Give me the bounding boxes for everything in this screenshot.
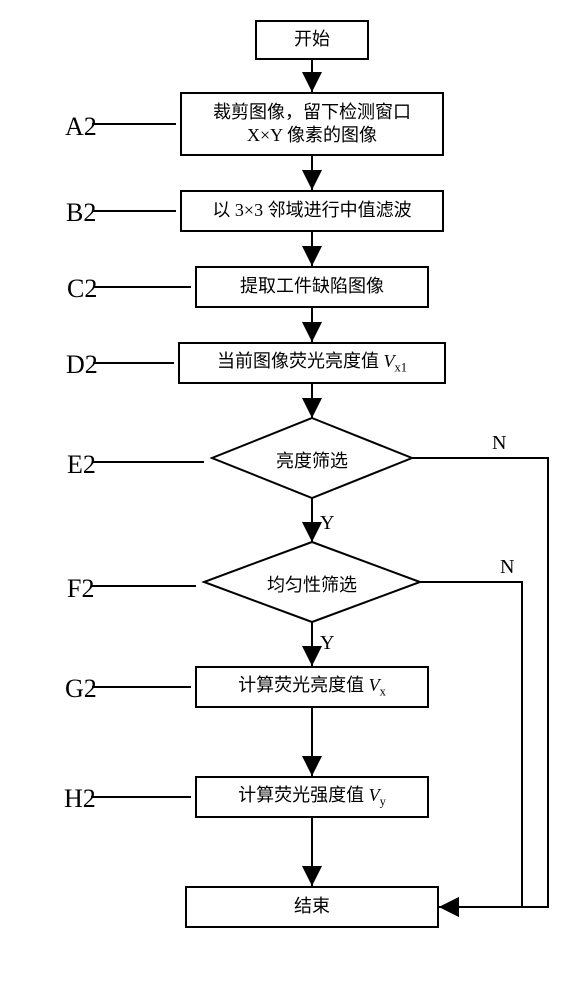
node-b2: 以 3×3 邻域进行中值滤波 <box>180 190 444 232</box>
label-f2: F2 <box>67 574 94 604</box>
node-d2-text: 当前图像荧光亮度值 Vx1 <box>217 350 407 376</box>
label-a2: A2 <box>65 112 97 142</box>
node-h2: 计算荧光强度值 Vy <box>195 776 429 818</box>
node-end: 结束 <box>185 886 439 928</box>
node-a2: 裁剪图像，留下检测窗口 X×Y 像素的图像 <box>180 92 444 156</box>
f2-no-label: N <box>500 556 514 579</box>
e2-no-label: N <box>492 432 506 455</box>
node-start: 开始 <box>255 20 369 60</box>
node-c2: 提取工件缺陷图像 <box>195 266 429 308</box>
node-end-text: 结束 <box>294 895 330 918</box>
e2-yes-label: Y <box>320 512 334 535</box>
label-d2: D2 <box>66 350 98 380</box>
node-e2-text: 亮度筛选 <box>252 447 372 473</box>
label-h2: H2 <box>64 784 96 814</box>
node-h2-text: 计算荧光强度值 Vy <box>238 784 386 810</box>
node-a2-line2: X×Y 像素的图像 <box>247 125 377 145</box>
f2-yes-label: Y <box>320 632 334 655</box>
node-a2-line1: 裁剪图像，留下检测窗口 <box>213 102 411 122</box>
node-f2-text: 均匀性筛选 <box>252 571 372 597</box>
node-a2-text: 裁剪图像，留下检测窗口 X×Y 像素的图像 <box>213 101 411 148</box>
label-e2: E2 <box>67 450 96 480</box>
label-c2: C2 <box>67 274 97 304</box>
label-b2: B2 <box>66 198 96 228</box>
label-g2: G2 <box>65 674 97 704</box>
node-c2-text: 提取工件缺陷图像 <box>240 275 384 298</box>
node-g2: 计算荧光亮度值 Vx <box>195 666 429 708</box>
node-d2: 当前图像荧光亮度值 Vx1 <box>178 342 446 384</box>
node-g2-text: 计算荧光亮度值 Vx <box>238 674 386 700</box>
node-start-text: 开始 <box>294 28 330 51</box>
node-b2-text: 以 3×3 邻域进行中值滤波 <box>212 199 411 222</box>
